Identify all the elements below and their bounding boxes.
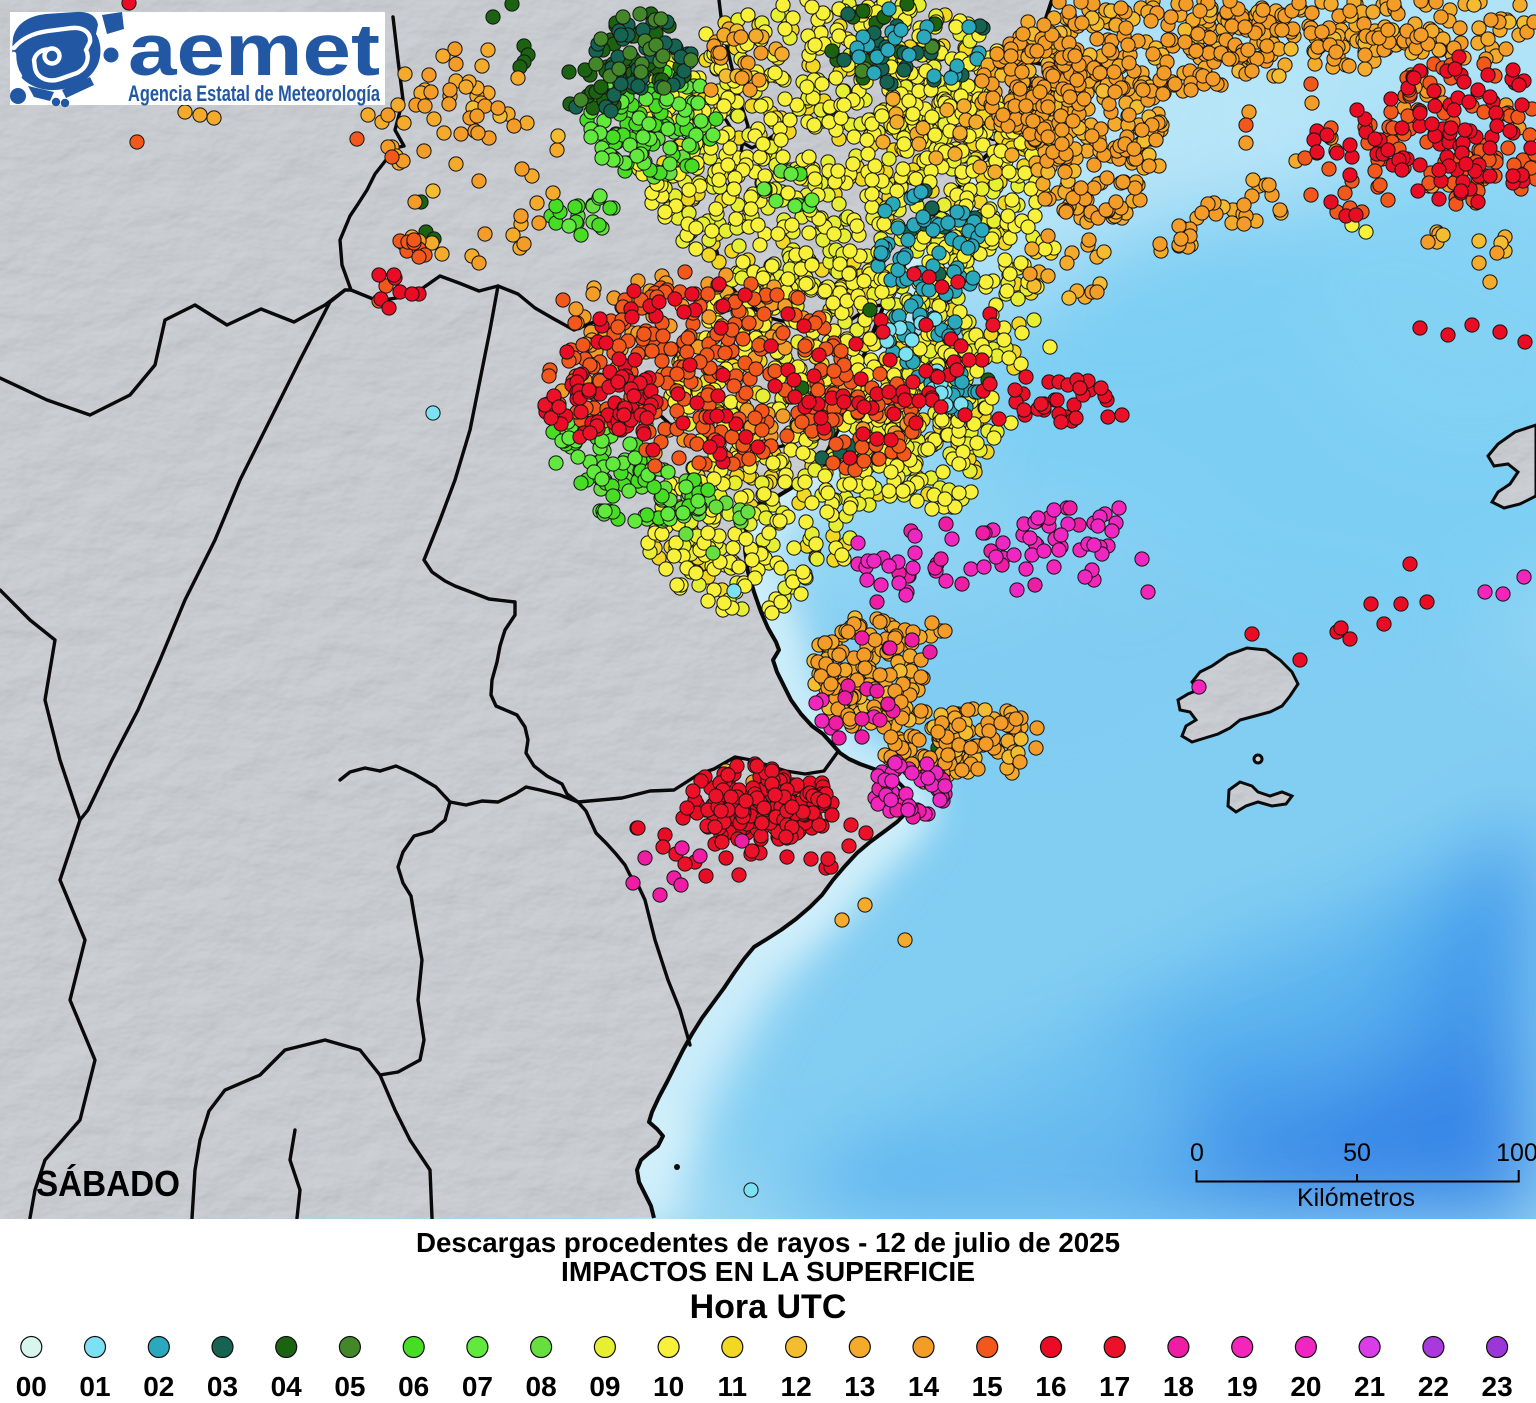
svg-text:18: 18 [1163, 1371, 1194, 1402]
svg-text:10: 10 [653, 1371, 684, 1402]
svg-text:23: 23 [1482, 1371, 1513, 1402]
svg-text:19: 19 [1227, 1371, 1258, 1402]
svg-text:11: 11 [717, 1371, 747, 1402]
svg-text:Kilómetros: Kilómetros [1297, 1184, 1415, 1212]
svg-text:04: 04 [271, 1371, 303, 1402]
svg-text:05: 05 [334, 1371, 365, 1402]
svg-text:06: 06 [398, 1371, 429, 1402]
svg-text:03: 03 [207, 1371, 238, 1402]
svg-text:Descargas procedentes de rayos: Descargas procedentes de rayos - 12 de j… [416, 1227, 1120, 1258]
svg-text:Agencia Estatal de Meteorologí: Agencia Estatal de Meteorología [128, 81, 381, 106]
svg-text:100: 100 [1496, 1139, 1536, 1167]
svg-text:0: 0 [1190, 1139, 1204, 1167]
svg-text:SÁBADO: SÁBADO [36, 1163, 180, 1204]
svg-text:14: 14 [908, 1371, 940, 1402]
svg-text:00: 00 [16, 1371, 47, 1402]
svg-text:08: 08 [526, 1371, 557, 1402]
svg-text:12: 12 [781, 1371, 812, 1402]
svg-text:17: 17 [1099, 1371, 1130, 1402]
svg-text:21: 21 [1354, 1371, 1385, 1402]
svg-text:13: 13 [844, 1371, 875, 1402]
svg-text:aemet: aemet [128, 10, 380, 91]
svg-text:02: 02 [143, 1371, 174, 1402]
svg-text:Hora UTC: Hora UTC [690, 1288, 847, 1326]
svg-text:09: 09 [589, 1371, 620, 1402]
svg-text:20: 20 [1290, 1371, 1321, 1402]
svg-text:01: 01 [79, 1371, 110, 1402]
svg-text:IMPACTOS EN LA SUPERFICIE: IMPACTOS EN LA SUPERFICIE [561, 1256, 975, 1287]
svg-text:07: 07 [462, 1371, 493, 1402]
svg-text:16: 16 [1035, 1371, 1066, 1402]
svg-text:50: 50 [1343, 1139, 1371, 1167]
svg-text:15: 15 [972, 1371, 1003, 1402]
svg-text:22: 22 [1418, 1371, 1449, 1402]
